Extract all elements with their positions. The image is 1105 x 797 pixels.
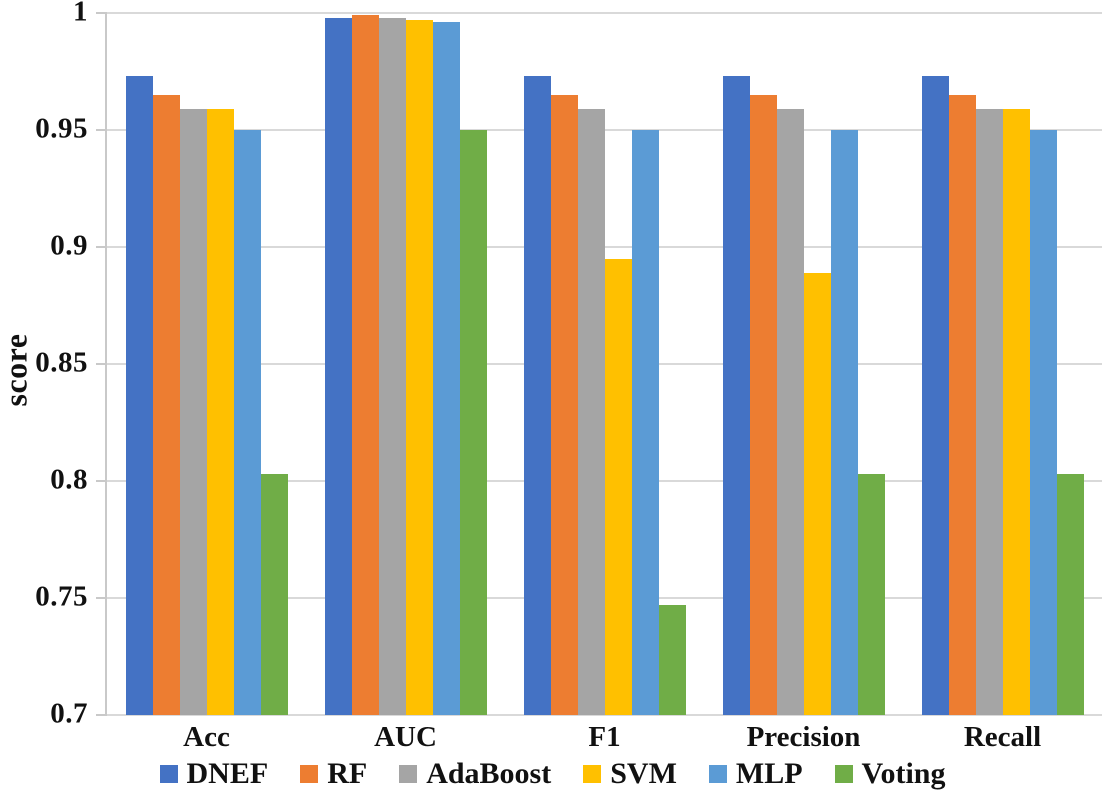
bar-adaboost-precision bbox=[776, 108, 804, 715]
x-tick-label-acc: Acc bbox=[183, 721, 230, 753]
legend-label-adaboost: AdaBoost bbox=[426, 757, 552, 790]
legend-label-mlp: MLP bbox=[735, 757, 803, 790]
y-axis-labels: 1 0.95 0.9 0.85 0.8 0.75 0.7 bbox=[0, 0, 96, 730]
bar-rf-f1 bbox=[550, 94, 578, 715]
y-tick-label-0-9: 0.9 bbox=[50, 229, 88, 262]
bar-rf-precision bbox=[749, 94, 777, 715]
bar-rf-auc bbox=[351, 15, 379, 715]
bar-mlp-acc bbox=[233, 130, 261, 715]
legend-label-rf: RF bbox=[327, 757, 368, 790]
y-tick-label-1: 1 bbox=[73, 0, 88, 28]
bar-voting-f1 bbox=[658, 605, 686, 715]
legend-item-adaboost: AdaBoost bbox=[399, 757, 551, 791]
bar-group-precision bbox=[704, 13, 903, 715]
bar-voting-acc bbox=[260, 473, 288, 715]
legend-item-mlp: MLP bbox=[708, 757, 803, 791]
legend: DNEF RF AdaBoost SVM MLP Voting bbox=[0, 757, 1105, 791]
x-tick-label-auc: AUC bbox=[374, 721, 437, 753]
bar-dnef-precision bbox=[722, 76, 750, 715]
legend-item-dnef: DNEF bbox=[159, 757, 269, 791]
legend-swatch-svm-icon bbox=[583, 765, 602, 783]
bar-groups bbox=[107, 13, 1102, 715]
legend-item-svm: SVM bbox=[583, 757, 677, 791]
bar-group-recall bbox=[903, 13, 1102, 715]
y-tickmark-0-7 bbox=[96, 714, 107, 716]
legend-swatch-adaboost-icon bbox=[399, 765, 418, 783]
x-tick-label-f1: F1 bbox=[588, 721, 621, 753]
bar-svm-recall bbox=[1002, 108, 1030, 715]
y-tick-label-0-85: 0.85 bbox=[35, 346, 88, 379]
bar-rf-recall bbox=[948, 94, 976, 715]
legend-label-svm: SVM bbox=[610, 757, 677, 790]
bar-mlp-recall bbox=[1029, 130, 1057, 715]
legend-swatch-rf-icon bbox=[300, 765, 319, 783]
bar-adaboost-acc bbox=[179, 108, 207, 715]
y-tick-label-0-75: 0.75 bbox=[35, 580, 88, 613]
legend-label-dnef: DNEF bbox=[186, 757, 269, 790]
bar-dnef-auc bbox=[324, 17, 352, 715]
legend-item-voting: Voting bbox=[834, 757, 946, 791]
legend-label-voting: Voting bbox=[861, 757, 946, 790]
bar-mlp-auc bbox=[432, 22, 460, 715]
bar-group-acc bbox=[107, 13, 306, 715]
bar-adaboost-recall bbox=[975, 108, 1003, 715]
y-tickmark-0-85 bbox=[96, 363, 107, 365]
bar-dnef-acc bbox=[125, 76, 153, 715]
legend-swatch-voting-icon bbox=[834, 765, 853, 783]
bar-svm-precision bbox=[803, 272, 831, 715]
gridline-0-7 bbox=[107, 714, 1102, 716]
bar-dnef-f1 bbox=[523, 76, 551, 715]
x-tick-label-recall: Recall bbox=[963, 721, 1042, 753]
legend-swatch-dnef-icon bbox=[159, 765, 178, 783]
y-tick-label-0-8: 0.8 bbox=[50, 463, 88, 496]
bar-svm-auc bbox=[405, 20, 433, 715]
bar-rf-acc bbox=[152, 94, 180, 715]
gridline-1 bbox=[107, 12, 1102, 14]
gridline-0-95 bbox=[107, 128, 1102, 131]
bar-mlp-precision bbox=[830, 130, 858, 715]
x-axis-labels: Acc AUC F1 Precision Recall bbox=[107, 721, 1102, 754]
legend-swatch-mlp-icon bbox=[708, 765, 727, 783]
bar-adaboost-f1 bbox=[577, 108, 605, 715]
y-axis-line bbox=[105, 13, 107, 715]
x-tick-label-precision: Precision bbox=[746, 721, 861, 753]
bar-voting-precision bbox=[857, 473, 885, 715]
bar-group-f1 bbox=[505, 13, 704, 715]
plot-area bbox=[96, 12, 1102, 716]
bar-svm-f1 bbox=[604, 258, 632, 715]
y-tickmark-1 bbox=[96, 12, 107, 14]
bar-group-auc bbox=[306, 13, 505, 715]
y-tickmark-0-8 bbox=[96, 479, 107, 482]
bar-mlp-f1 bbox=[631, 130, 659, 715]
gridline-0-9 bbox=[107, 245, 1102, 248]
bar-adaboost-auc bbox=[378, 17, 406, 715]
y-tickmark-0-75 bbox=[96, 597, 107, 599]
y-tickmark-0-9 bbox=[96, 245, 107, 248]
bar-svm-acc bbox=[206, 108, 234, 715]
y-tick-label-0-7: 0.7 bbox=[50, 697, 88, 730]
bar-voting-recall bbox=[1056, 473, 1084, 715]
bar-dnef-recall bbox=[921, 76, 949, 715]
y-tickmark-0-95 bbox=[96, 128, 107, 131]
y-tick-label-0-95: 0.95 bbox=[35, 112, 88, 145]
legend-item-rf: RF bbox=[300, 757, 367, 791]
bar-voting-auc bbox=[459, 130, 487, 715]
